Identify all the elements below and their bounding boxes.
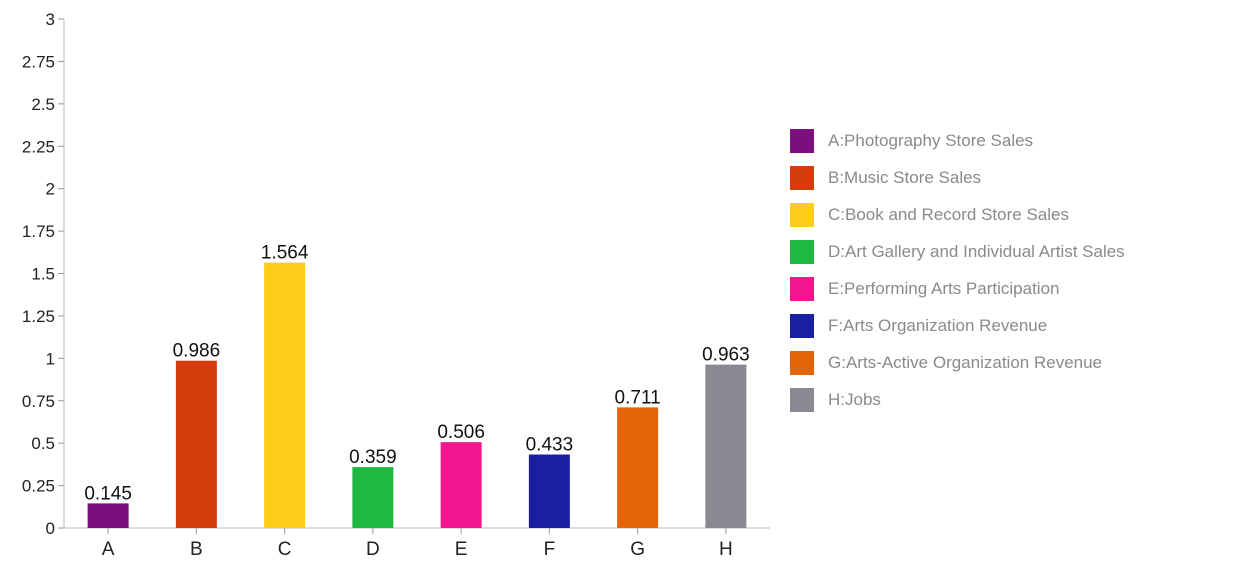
legend-item: G:Arts-Active Organization Revenue <box>790 350 1230 375</box>
data-label: 0.986 <box>173 341 221 362</box>
legend-label: D:Art Gallery and Individual Artist Sale… <box>828 241 1125 261</box>
legend-item: F:Arts Organization Revenue <box>790 313 1230 338</box>
bar-e <box>440 442 482 528</box>
x-tick-label: G <box>630 539 645 560</box>
x-tick-label: A <box>102 539 115 560</box>
y-tick-label: 0.25 <box>22 477 55 496</box>
bar-h <box>705 364 747 528</box>
bar-f <box>528 454 570 528</box>
y-tick-label: 1.75 <box>22 222 55 241</box>
x-tick-label: F <box>544 539 556 560</box>
y-tick-label: 3 <box>46 10 55 29</box>
legend-swatch <box>790 239 814 264</box>
legend-label: H:Jobs <box>828 389 881 409</box>
data-label: 0.711 <box>615 387 661 408</box>
y-tick-label: 2.25 <box>22 137 55 156</box>
x-tick-label: C <box>278 539 292 560</box>
legend-label: E:Performing Arts Participation <box>828 278 1060 298</box>
legend-item: D:Art Gallery and Individual Artist Sale… <box>790 239 1230 264</box>
legend-label: F:Arts Organization Revenue <box>828 315 1048 335</box>
legend-item: H:Jobs <box>790 387 1230 412</box>
legend: A:Photography Store Sales B:Music Store S… <box>790 128 1230 424</box>
legend-item: A:Photography Store Sales <box>790 128 1230 153</box>
x-tick-label: H <box>719 539 733 560</box>
y-tick-label: 1 <box>46 349 55 368</box>
data-label: 1.564 <box>261 243 309 264</box>
data-label: 0.506 <box>437 422 485 443</box>
value-labels: 0.145 0.986 1.564 0.359 0.506 0.433 0.711 0.963 <box>84 243 749 505</box>
data-label: 0.359 <box>349 447 397 468</box>
x-tick-label: D <box>366 539 380 560</box>
y-tick-label: 2.75 <box>22 52 55 71</box>
legend-swatch <box>790 202 814 227</box>
y-tick-label: 0.75 <box>22 392 55 411</box>
y-tick-label: 1.25 <box>22 307 55 326</box>
legend-swatch <box>790 165 814 190</box>
legend-label: C:Book and Record Store Sales <box>828 204 1069 224</box>
bars <box>87 262 747 528</box>
y-tick-label: 0 <box>46 519 55 538</box>
legend-label: B:Music Store Sales <box>828 167 982 187</box>
legend-label: G:Arts-Active Organization Revenue <box>828 352 1103 372</box>
legend-item: E:Performing Arts Participation <box>790 276 1230 301</box>
legend-item: B:Music Store Sales <box>790 165 1230 190</box>
x-tick-label: E <box>455 539 468 560</box>
x-tick-label: B <box>190 539 203 560</box>
data-label: 0.433 <box>526 435 574 456</box>
bar-a <box>87 503 129 528</box>
legend-swatch <box>790 128 814 153</box>
y-tick-label: 2.5 <box>31 95 55 114</box>
legend-swatch <box>790 313 814 338</box>
bar-c <box>264 262 306 528</box>
y-tick-label: 1.5 <box>31 265 55 284</box>
bar-d <box>352 467 394 528</box>
legend-item: C:Book and Record Store Sales <box>790 202 1230 227</box>
legend-swatch <box>790 276 814 301</box>
data-label: 0.963 <box>702 345 750 366</box>
y-tick-label: 0.5 <box>31 434 55 453</box>
legend-swatch <box>790 387 814 412</box>
axes: 0 0.25 0.5 0.75 1 1.25 1.5 1.75 2 2.25 2.5 2.75 3 A B C… <box>22 10 770 560</box>
legend-label: A:Photography Store Sales <box>828 130 1034 150</box>
legend-swatch <box>790 350 814 375</box>
bar-b <box>175 360 217 528</box>
data-label: 0.145 <box>84 483 132 504</box>
bar-g <box>617 407 659 528</box>
y-tick-label: 2 <box>46 180 55 199</box>
